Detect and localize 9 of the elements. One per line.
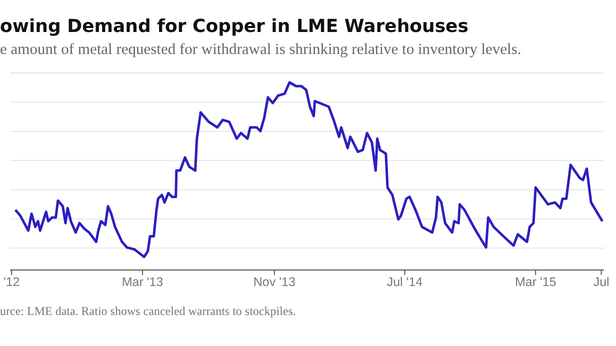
- x-tick-label: Jul '14: [386, 274, 423, 289]
- x-tick-label: Mar '13: [122, 274, 164, 289]
- chart-subtitle: e amount of metal requested for withdrawal is shrinking relative to inventory levels.: [0, 41, 522, 59]
- text: urce: LME data. Ratio shows canceled warrants to stockpiles.: [0, 304, 296, 319]
- x-tick-label: Jul: [593, 274, 610, 289]
- chart-title: owing Demand for Copper in LME Warehouses: [0, 16, 468, 37]
- x-tick-label: '12: [3, 274, 20, 289]
- x-tick-label: Nov '13: [253, 274, 296, 289]
- x-tick-label: Mar '15: [514, 274, 556, 289]
